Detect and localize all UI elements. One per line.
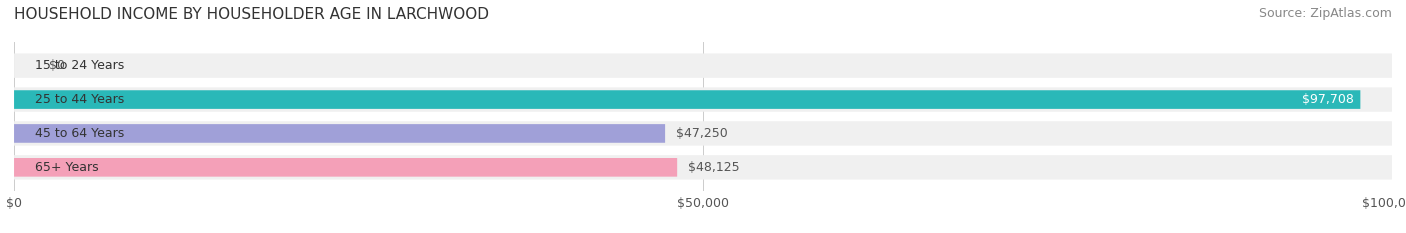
Text: $97,708: $97,708 bbox=[1302, 93, 1354, 106]
Text: HOUSEHOLD INCOME BY HOUSEHOLDER AGE IN LARCHWOOD: HOUSEHOLD INCOME BY HOUSEHOLDER AGE IN L… bbox=[14, 7, 489, 22]
Text: $47,250: $47,250 bbox=[676, 127, 728, 140]
Text: Source: ZipAtlas.com: Source: ZipAtlas.com bbox=[1258, 7, 1392, 20]
Text: 25 to 44 Years: 25 to 44 Years bbox=[35, 93, 124, 106]
FancyBboxPatch shape bbox=[14, 87, 1392, 112]
FancyBboxPatch shape bbox=[14, 121, 1392, 146]
Text: $48,125: $48,125 bbox=[688, 161, 740, 174]
FancyBboxPatch shape bbox=[14, 53, 1392, 78]
FancyBboxPatch shape bbox=[14, 124, 665, 143]
Text: $0: $0 bbox=[48, 59, 65, 72]
Text: 15 to 24 Years: 15 to 24 Years bbox=[35, 59, 124, 72]
FancyBboxPatch shape bbox=[14, 90, 1361, 109]
FancyBboxPatch shape bbox=[14, 155, 1392, 180]
FancyBboxPatch shape bbox=[14, 158, 678, 177]
Text: 65+ Years: 65+ Years bbox=[35, 161, 98, 174]
Text: 45 to 64 Years: 45 to 64 Years bbox=[35, 127, 124, 140]
